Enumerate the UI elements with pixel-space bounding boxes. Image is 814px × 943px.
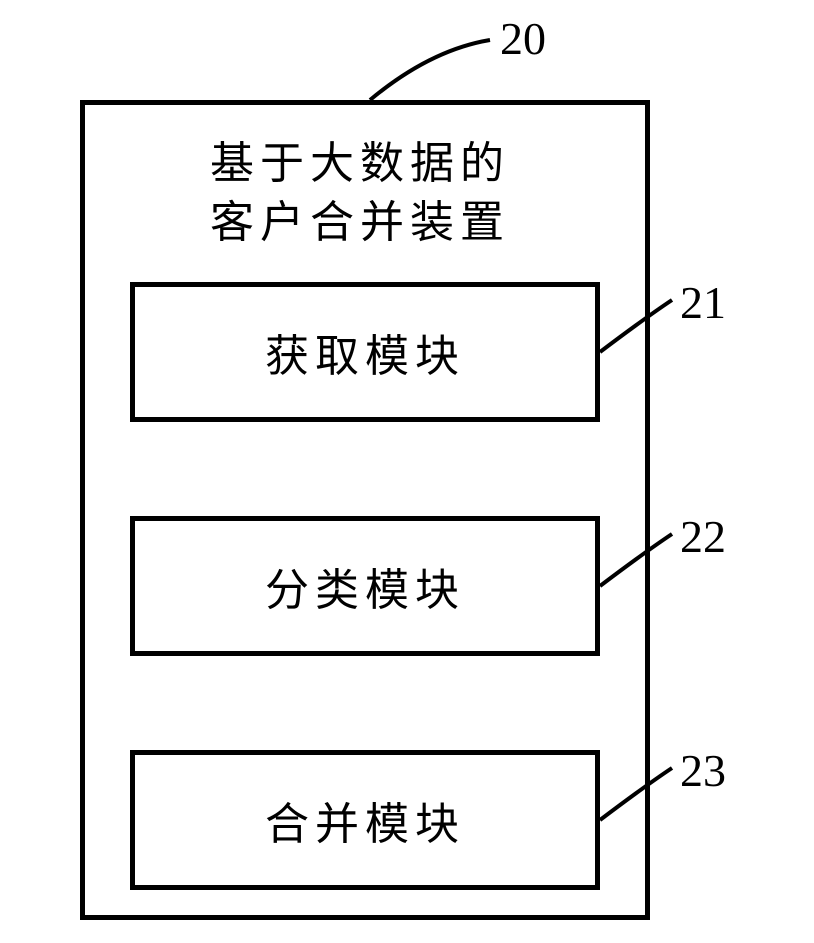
label-20: 20 xyxy=(500,12,546,65)
classify-module-box: 分类模块 xyxy=(130,516,600,656)
label-22: 22 xyxy=(680,510,726,563)
title-line-1: 基于大数据的 xyxy=(210,139,510,188)
acquire-module-box: 获取模块 xyxy=(130,282,600,422)
label-21: 21 xyxy=(680,276,726,329)
merge-module-text: 合并模块 xyxy=(265,788,465,852)
merge-module-box: 合并模块 xyxy=(130,750,600,890)
title-line-2: 客户合并装置 xyxy=(210,198,510,247)
acquire-module-text: 获取模块 xyxy=(265,320,465,384)
label-23: 23 xyxy=(680,744,726,797)
classify-module-text: 分类模块 xyxy=(265,554,465,618)
diagram-title: 基于大数据的 客户合并装置 xyxy=(210,134,510,253)
